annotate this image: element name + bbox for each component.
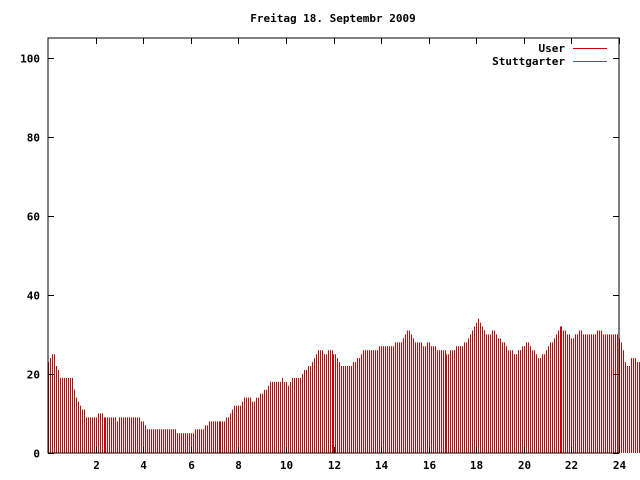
- y-tick-label: 0: [33, 448, 40, 461]
- x-tick-label: 14: [375, 459, 389, 472]
- x-tick-label: 8: [235, 459, 242, 472]
- x-tick-label: 20: [518, 459, 531, 472]
- x-tick-label: 16: [423, 459, 437, 472]
- y-tick-label: 20: [27, 369, 40, 382]
- y-tick-label: 40: [27, 290, 40, 303]
- x-tick-label: 18: [470, 459, 483, 472]
- plot-frame: [47, 37, 620, 454]
- y-tick-label: 60: [27, 211, 40, 224]
- x-tick-label: 10: [280, 459, 293, 472]
- x-tick-label: 4: [140, 459, 147, 472]
- x-tick-label: 24: [613, 459, 627, 472]
- x-tick-label: 6: [188, 459, 195, 472]
- bars-group: [48, 318, 640, 453]
- legend-label: User: [539, 42, 566, 55]
- x-tick-label: 12: [328, 459, 341, 472]
- legend-label: Stuttgarter: [492, 55, 565, 68]
- y-tick-label: 80: [27, 132, 40, 145]
- y-tick-label: 100: [20, 53, 40, 66]
- x-tick-label: 2: [93, 459, 100, 472]
- chart-title: Freitag 18. Septembr 2009: [250, 12, 416, 25]
- x-tick-label: 22: [565, 459, 578, 472]
